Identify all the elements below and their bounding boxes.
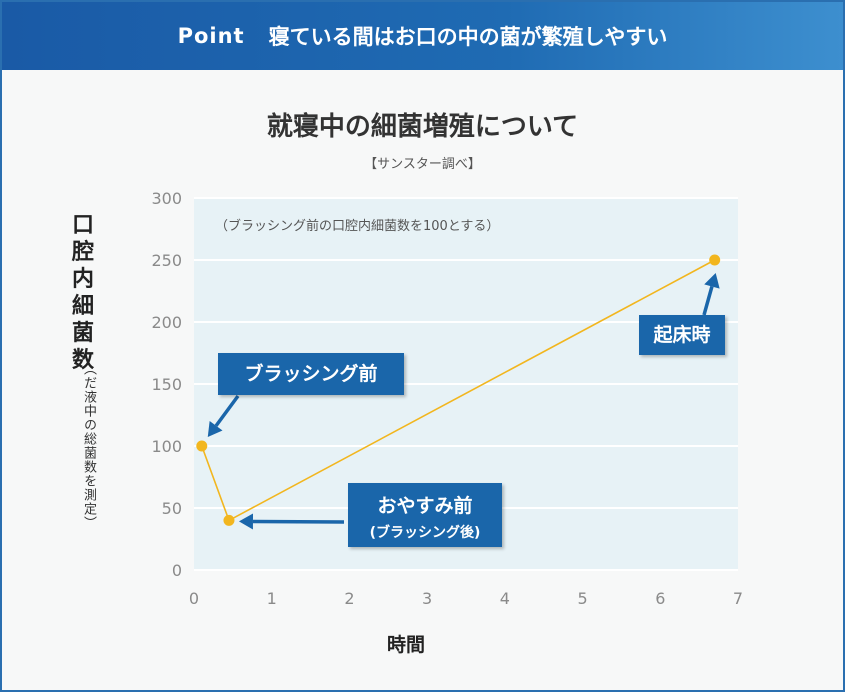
data-point — [223, 514, 235, 526]
callout-before-brushing: ブラッシング前 — [218, 353, 404, 395]
chart-note: （ブラッシング前の口腔内細菌数を100とする） — [215, 218, 499, 234]
x-tick-label: 2 — [344, 589, 354, 608]
callout-arrow — [207, 394, 240, 437]
y-tick-label: 100 — [151, 437, 182, 456]
x-axis-label: 時間 — [387, 634, 426, 656]
x-tick-label: 1 — [267, 589, 277, 608]
y-tick-label: 300 — [151, 189, 182, 208]
data-point — [196, 440, 208, 452]
point-label: Point — [177, 24, 245, 48]
y-axis-label: 口腔内細菌数 — [71, 213, 94, 373]
x-tick-label: 5 — [577, 589, 587, 608]
callout-before-bed-label: おやすみ前 — [377, 495, 473, 517]
banner-heading: 寝ている間はお口の中の菌が繁殖しやすい — [268, 25, 668, 49]
x-tick-label: 3 — [422, 589, 432, 608]
callout-before-bed: おやすみ前 (ブラッシング後) — [348, 483, 502, 547]
x-tick-label: 4 — [500, 589, 510, 608]
callout-before-bed-sublabel: (ブラッシング後) — [369, 525, 481, 541]
x-tick-label: 0 — [189, 589, 199, 608]
chart-title: 就寝中の細菌増殖について — [266, 112, 579, 142]
data-point — [709, 254, 721, 266]
callout-wake-up: 起床時 — [639, 315, 725, 355]
callout-arrow — [238, 513, 345, 530]
y-axis-sublabel: （だ液中の総菌数を測定） — [81, 362, 96, 530]
point-banner: Point 寝ている間はお口の中の菌が繁殖しやすい — [2, 2, 843, 70]
y-tick-label: 50 — [162, 499, 182, 518]
x-tick-label: 6 — [655, 589, 665, 608]
callout-arrow — [702, 273, 720, 316]
chart-subtitle: 【サンスター調べ】 — [364, 157, 481, 172]
y-tick-label: 150 — [151, 375, 182, 394]
y-tick-label: 250 — [151, 251, 182, 270]
x-tick-label: 7 — [733, 589, 743, 608]
y-tick-label: 200 — [151, 313, 182, 332]
y-tick-label: 0 — [172, 561, 182, 580]
